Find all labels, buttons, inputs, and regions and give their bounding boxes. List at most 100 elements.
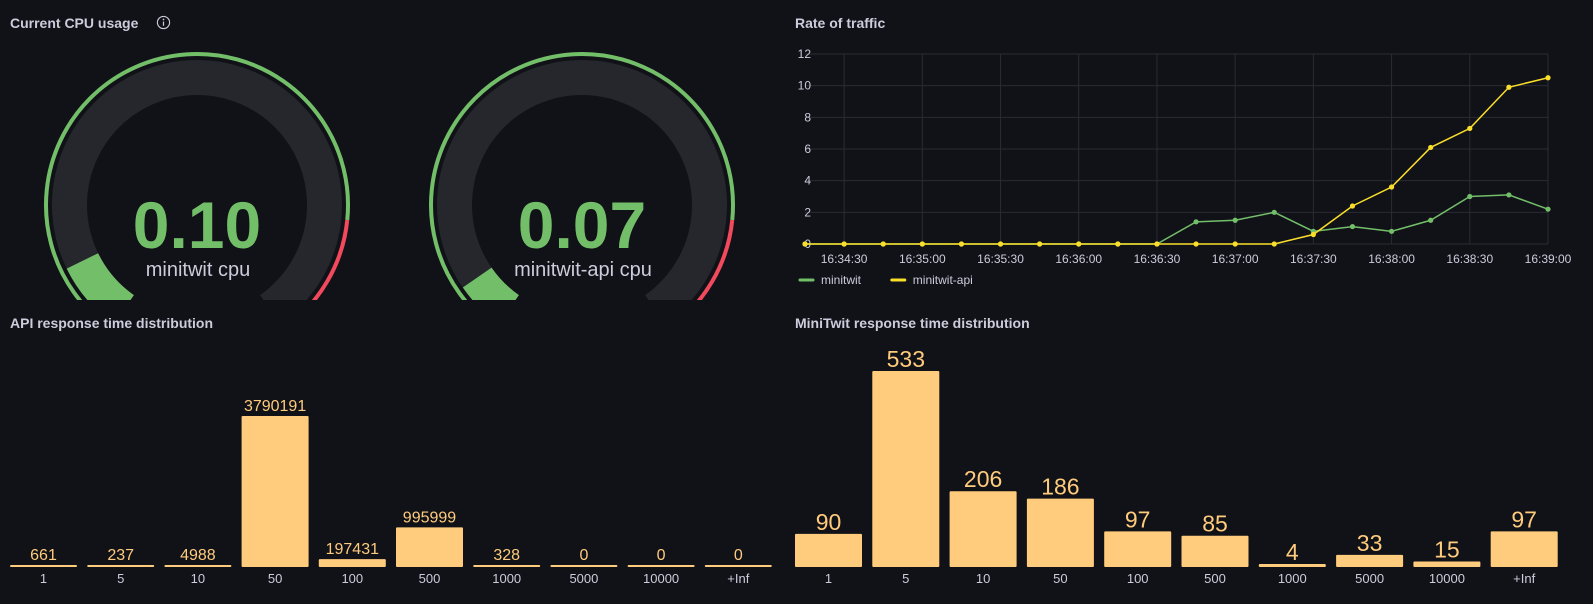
gauge-threshold-high (311, 219, 350, 300)
data-point (1428, 217, 1434, 223)
bar (1258, 564, 1326, 567)
bar (1336, 554, 1404, 567)
bar-group: 995999 500 (396, 509, 463, 586)
bar (550, 565, 618, 567)
bar-value-label: 97 (1125, 506, 1151, 532)
category-label: +Inf (727, 571, 749, 586)
data-point (1349, 223, 1356, 230)
bar-group: 4 1000 (1258, 539, 1326, 586)
data-point (1232, 241, 1238, 247)
series-minitwit-api (802, 75, 1551, 247)
bar (473, 565, 541, 567)
legend-item-minitwit-api: minitwit-api (890, 273, 973, 287)
bar-value-label: 90 (816, 509, 842, 535)
category-label: 10000 (643, 571, 679, 586)
category-label: 1000 (1278, 571, 1307, 586)
bar-value-label: 995999 (403, 509, 456, 526)
bar-value-label: 186 (1041, 474, 1079, 500)
category-label: 5000 (569, 571, 598, 586)
category-label: 1 (40, 571, 47, 586)
bar-group: 3790191 50 (241, 398, 309, 586)
bar (1104, 531, 1172, 567)
bar (241, 416, 309, 567)
data-point (1193, 241, 1199, 247)
bar-value-label: 661 (30, 547, 57, 564)
category-label: 100 (1127, 571, 1149, 586)
data-point (1506, 84, 1512, 90)
bar-group: 0 5000 (550, 547, 618, 586)
bar-group: 186 50 (1026, 474, 1094, 586)
bar-value-label: 3790191 (244, 398, 306, 415)
bar-group: 328 1000 (473, 547, 541, 586)
chart-grid (805, 53, 1549, 245)
bar (627, 565, 695, 567)
bar (704, 565, 772, 567)
data-point (1545, 75, 1551, 81)
info-circle-icon[interactable] (156, 15, 171, 30)
data-point (1037, 241, 1043, 247)
traffic-panel: Rate of traffic 0 2 4 6 8 10 12 16:34:30 16:35:0… (785, 0, 1593, 300)
bar-group: 90 1 (795, 509, 862, 586)
api-bar-chart: 6611237549881037901915019743110099599950… (10, 398, 772, 586)
data-point (997, 241, 1004, 247)
y-tick-label: 8 (804, 110, 811, 124)
gauge-value-text: 0.07 (518, 188, 646, 262)
gauge-value-text: 0.10 (133, 188, 261, 262)
bar-group: 97 +Inf (1490, 506, 1558, 586)
bar (164, 565, 232, 567)
y-tick-label: 2 (804, 205, 811, 219)
y-tick-label: 12 (798, 47, 812, 61)
x-tick-label: 16:38:30 (1446, 252, 1493, 266)
data-point (1154, 241, 1160, 247)
x-tick-label: 16:35:30 (977, 252, 1024, 266)
data-point (1545, 206, 1551, 212)
gauge-threshold-ok (44, 52, 350, 300)
data-point (1115, 241, 1121, 247)
gauge-label: minitwit-api cpu (514, 259, 652, 281)
category-label: 10 (976, 571, 990, 586)
gauge-track (437, 60, 727, 300)
bar (396, 527, 463, 567)
bar-value-label: 197431 (326, 541, 379, 558)
bar (318, 559, 386, 567)
gauge-threshold-ok (429, 52, 735, 300)
data-point (919, 241, 925, 247)
category-label: +Inf (1513, 571, 1535, 586)
bar-value-label: 97 (1511, 506, 1537, 532)
bar-value-label: 0 (734, 547, 743, 564)
category-label: 1000 (492, 571, 521, 586)
data-point (958, 241, 965, 247)
bar-value-label: 206 (964, 466, 1002, 492)
x-tick-label: 16:36:30 (1134, 252, 1181, 266)
bar-group: 85 500 (1181, 511, 1249, 586)
data-point (841, 241, 847, 247)
bar (1490, 531, 1558, 567)
data-point (1310, 231, 1316, 238)
bar-group: 4988 10 (164, 547, 232, 586)
data-point (1467, 193, 1473, 200)
bar-value-label: 33 (1357, 530, 1383, 556)
bar (795, 533, 862, 567)
bar-value-label: 533 (887, 346, 925, 372)
data-point (1467, 125, 1473, 132)
bar (949, 491, 1017, 567)
series-line (805, 77, 1549, 245)
legend-label: minitwit-api (913, 273, 973, 287)
legend-label: minitwit (821, 273, 862, 287)
bar-value-label: 15 (1434, 536, 1460, 562)
data-point (1506, 192, 1512, 198)
bar-value-label: 328 (493, 547, 520, 564)
bar-group: 97 100 (1104, 506, 1172, 586)
category-label: 5 (117, 571, 124, 586)
bar (1026, 498, 1094, 567)
data-point (1388, 228, 1395, 234)
cpu-usage-panel: Current CPU usage 0.10 minitwit cpu 0.07 mi… (0, 0, 780, 300)
cpu-panel-title: Current CPU usage (10, 15, 139, 31)
bar-value-label: 4 (1286, 539, 1299, 565)
data-point (1349, 203, 1356, 209)
